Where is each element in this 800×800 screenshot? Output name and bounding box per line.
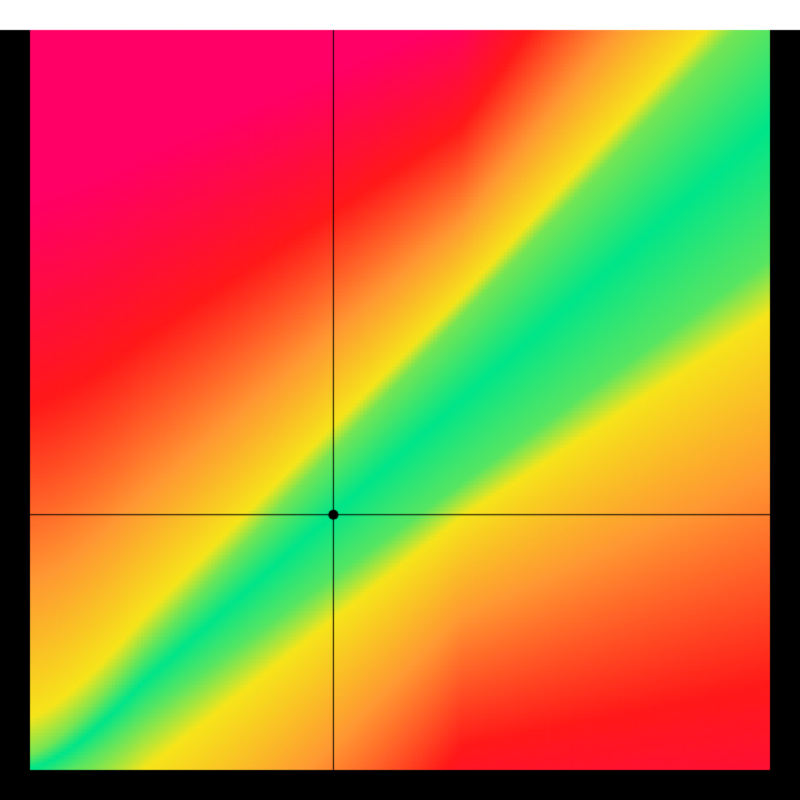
chart-container: TheBottleneck.com (0, 0, 800, 800)
bottleneck-heatmap (0, 0, 800, 800)
